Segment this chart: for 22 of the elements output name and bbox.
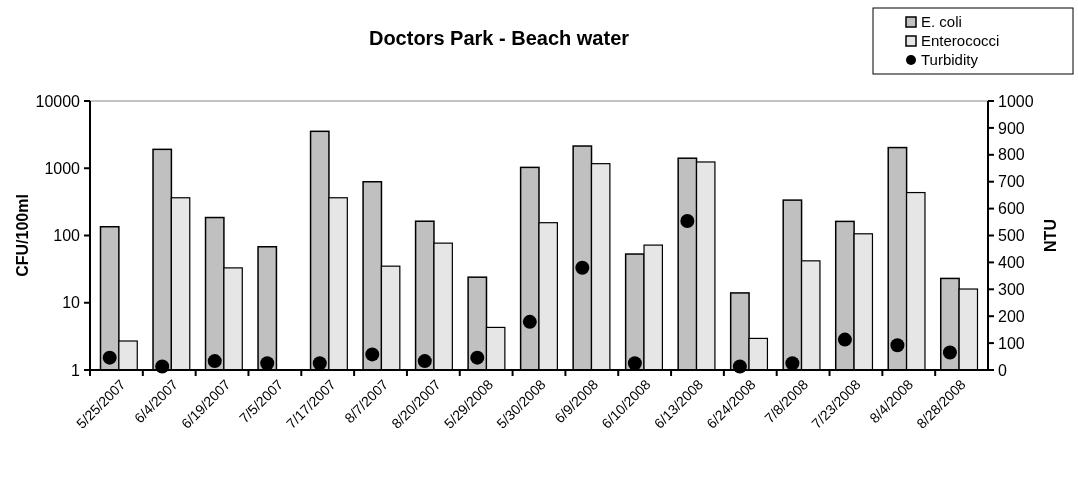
legend-label: Turbidity	[921, 51, 979, 69]
y2-tick-label: 600	[998, 200, 1025, 218]
y2-tick-label: 900	[998, 119, 1025, 137]
y2-tick-label: 500	[998, 227, 1025, 245]
legend-label: E. coli	[921, 13, 962, 31]
y2-tick-label: 800	[998, 146, 1025, 164]
y2-tick-label: 400	[998, 254, 1025, 271]
y2-tick-label: 100	[998, 334, 1025, 352]
legend-label: Enterococci	[921, 32, 1000, 50]
y-tick-label: 100	[53, 227, 81, 245]
chart-title: Doctors Park - Beach water	[368, 27, 630, 49]
y-tick-label: 1000	[44, 159, 81, 177]
y2-tick-label: 0	[998, 361, 1007, 379]
y2-axis-title: NTU	[1042, 219, 1059, 252]
y-axis-title: CFU/100ml	[14, 194, 31, 277]
y-tick-label: 10	[62, 294, 81, 312]
y-tick-label: 1	[71, 361, 81, 379]
y2-tick-label: 200	[998, 307, 1025, 325]
y2-tick-label: 300	[998, 280, 1025, 298]
y2-tick-label: 700	[998, 173, 1025, 191]
y2-tick-label: 1000	[998, 92, 1034, 110]
y-tick-label: 10000	[35, 92, 81, 110]
